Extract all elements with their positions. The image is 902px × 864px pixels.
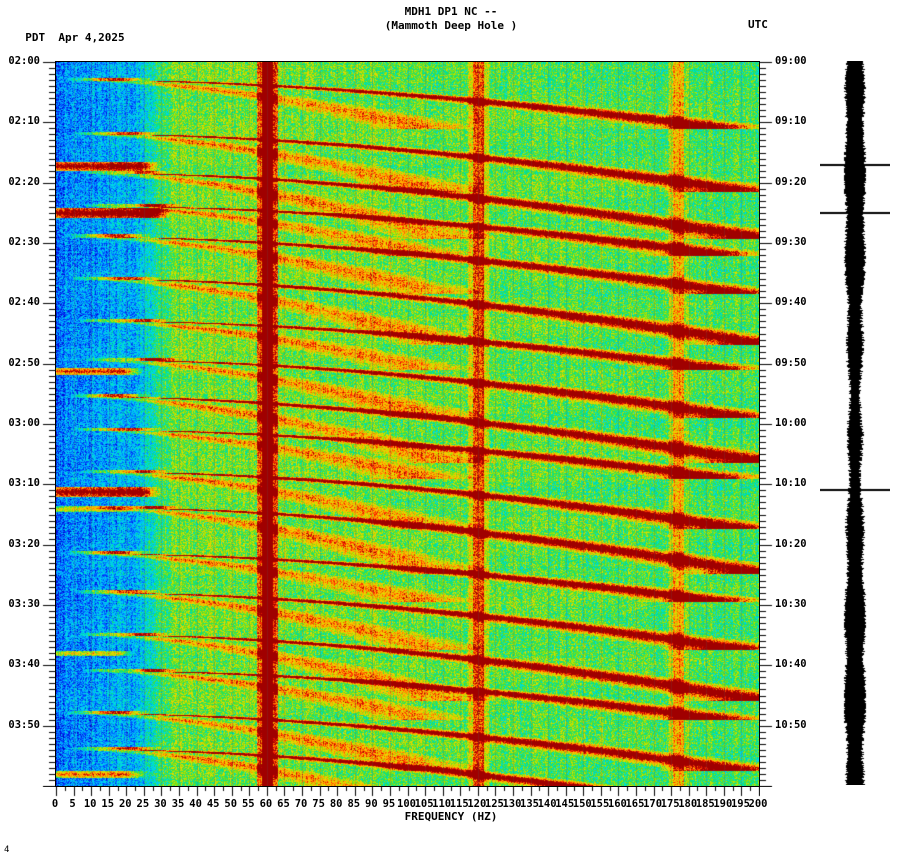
frequency-tick-label: 75: [312, 798, 325, 810]
header-right-timezone: UTC: [748, 18, 768, 31]
left-time-tick-label: 03:10: [8, 477, 40, 490]
frequency-tick-label: 120: [467, 798, 487, 810]
frequency-tick-label: 125: [484, 798, 504, 810]
station-title: MDH1 DP1 NC --: [404, 5, 498, 18]
frequency-tick-label: 185: [695, 798, 715, 810]
frequency-tick-label: 45: [206, 798, 220, 810]
frequency-tick-label: 55: [241, 798, 255, 810]
frequency-tick-label: 115: [449, 798, 469, 810]
right-time-tick-label: 09:50: [775, 356, 807, 369]
frequency-tick-label: 80: [329, 798, 343, 810]
frequency-tick-label: 140: [537, 798, 557, 810]
frequency-tick-label: 145: [555, 798, 575, 810]
right-time-tick-label: 09:10: [775, 115, 807, 128]
frequency-tick-label: 25: [136, 798, 150, 810]
frequency-tick-label: 0: [51, 798, 59, 810]
frequency-tick-label: 15: [101, 798, 115, 810]
frequency-tick-label: 165: [625, 798, 645, 810]
frequency-tick-label: 100: [397, 798, 416, 810]
helicorder-trace: [820, 61, 890, 785]
frequency-tick-label: 170: [643, 798, 663, 810]
left-time-tick-label: 03:50: [8, 718, 40, 731]
right-time-tick-label: 09:20: [775, 175, 807, 188]
frequency-tick-label: 175: [660, 798, 680, 810]
spectrogram-image: [56, 62, 759, 786]
frequency-tick-label: 180: [678, 798, 698, 810]
frequency-tick-label: 135: [520, 798, 539, 810]
right-time-tick-label: 10:00: [775, 417, 807, 429]
left-time-axis-ticks: [42, 61, 56, 787]
frequency-tick-label: 35: [171, 798, 185, 810]
frequency-tick-label: 40: [189, 798, 202, 810]
right-time-tick-label: 09:00: [775, 55, 807, 67]
frequency-tick-label: 30: [154, 798, 167, 810]
frequency-tick-label: 20: [118, 798, 132, 810]
frequency-tick-label: 50: [224, 798, 238, 810]
frequency-tick-label: 10: [83, 798, 97, 810]
left-time-tick-label: 02:10: [8, 115, 40, 128]
frequency-tick-label: 90: [365, 798, 378, 810]
frequency-tick-label: 190: [713, 798, 733, 810]
frequency-tick-label: 60: [259, 798, 273, 810]
frequency-tick-label: 195: [730, 798, 750, 810]
right-time-tick-label: 10:20: [775, 537, 807, 550]
left-time-tick-label: 03:00: [8, 417, 40, 429]
frequency-tick-label: 65: [277, 798, 290, 810]
right-time-tick-label: 09:30: [775, 236, 807, 248]
header-timezone-left: PDT Apr 4,2025: [25, 31, 125, 44]
page-title: MDH1 DP1 NC -- (Mammoth Deep Hole ): [0, 5, 902, 33]
frequency-tick-label: 160: [607, 798, 627, 810]
corner-mark: 4: [4, 845, 10, 855]
frequency-tick-label: 150: [572, 798, 592, 810]
left-time-tick-label: 03:30: [8, 598, 40, 610]
frequency-tick-label: 95: [382, 798, 396, 810]
right-time-axis-ticks: [759, 61, 773, 787]
spectrogram-plot[interactable]: [55, 61, 760, 787]
frequency-tick-label: 110: [432, 798, 452, 810]
left-time-tick-label: 02:40: [8, 296, 40, 309]
header-left-timezone-date: PDT Apr 4,2025: [12, 18, 125, 44]
frequency-axis-ticks: [55, 786, 760, 800]
frequency-tick-label: 5: [69, 798, 76, 810]
frequency-tick-label: 105: [414, 798, 434, 810]
frequency-tick-label: 200: [748, 798, 768, 810]
station-subtitle: (Mammoth Deep Hole ): [384, 19, 518, 32]
frequency-tick-label: 155: [590, 798, 610, 810]
left-time-tick-label: 03:20: [8, 537, 40, 550]
left-time-tick-label: 02:50: [8, 356, 40, 369]
helicorder-trace-panel: [820, 61, 890, 785]
right-time-tick-label: 10:10: [775, 477, 807, 490]
right-time-tick-label: 10:40: [775, 658, 807, 671]
right-time-tick-label: 09:40: [775, 296, 807, 309]
left-time-tick-label: 02:20: [8, 175, 40, 188]
left-time-tick-label: 02:00: [8, 55, 40, 67]
left-time-tick-label: 03:40: [8, 658, 40, 671]
left-time-tick-label: 02:30: [8, 236, 40, 248]
frequency-tick-label: 85: [347, 798, 361, 810]
right-time-tick-label: 10:30: [775, 598, 807, 610]
frequency-tick-label: 70: [294, 798, 308, 810]
right-time-tick-label: 10:50: [775, 718, 807, 731]
frequency-tick-label: 130: [502, 798, 522, 810]
frequency-axis-title: FREQUENCY (HZ): [404, 810, 498, 823]
